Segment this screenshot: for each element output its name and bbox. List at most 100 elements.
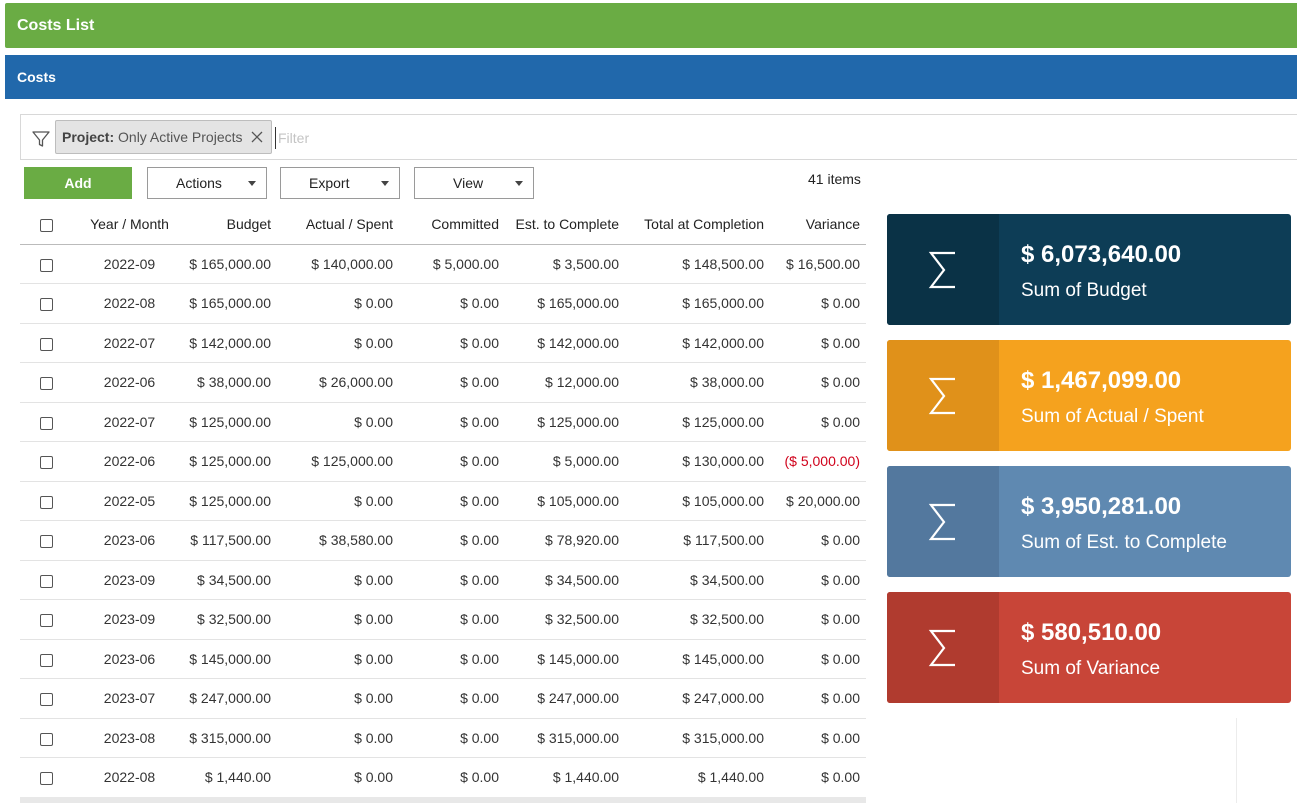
cell-committed: $ 0.00	[399, 323, 505, 363]
table-row[interactable]: 2022-05 $ 125,000.00 $ 0.00 $ 0.00 $ 105,000…	[20, 481, 866, 521]
cell-budget: $ 1,440.00	[187, 757, 277, 798]
actions-label: Actions	[176, 175, 222, 191]
row-select-cell	[20, 362, 72, 403]
table-scrollbar[interactable]	[20, 797, 866, 803]
column-header-est-to-complete[interactable]: Est. to Complete	[505, 205, 625, 245]
actions-dropdown[interactable]: Actions	[147, 167, 267, 199]
row-checkbox[interactable]	[39, 574, 53, 588]
cell-actual-spent: $ 0.00	[277, 402, 399, 442]
row-checkbox[interactable]	[39, 693, 53, 707]
section-title: Costs	[17, 69, 56, 85]
cell-committed: $ 0.00	[399, 757, 505, 798]
add-button[interactable]: Add	[24, 167, 132, 199]
row-select-cell	[20, 718, 72, 758]
costs-table: Year / Month Budget Actual / Spent Commi…	[20, 205, 866, 798]
table-row[interactable]: 2023-07 $ 247,000.00 $ 0.00 $ 0.00 $ 247,000…	[20, 678, 866, 719]
row-checkbox[interactable]	[39, 614, 53, 628]
filter-input[interactable]	[275, 127, 675, 149]
cell-budget: $ 145,000.00	[187, 639, 277, 679]
select-all-checkbox[interactable]	[39, 219, 53, 233]
cell-est-to-complete: $ 142,000.00	[505, 323, 625, 363]
table-row[interactable]: 2022-07 $ 125,000.00 $ 0.00 $ 0.00 $ 125,000…	[20, 402, 866, 442]
cell-actual-spent: $ 0.00	[277, 678, 399, 719]
export-label: Export	[309, 175, 350, 191]
sigma-icon	[928, 251, 955, 288]
row-checkbox[interactable]	[39, 495, 53, 509]
cell-variance: $ 20,000.00	[770, 481, 866, 521]
cell-variance: $ 0.00	[770, 678, 866, 719]
row-checkbox[interactable]	[39, 298, 53, 312]
row-select-cell	[20, 244, 72, 284]
column-header-variance[interactable]: Variance	[770, 205, 866, 245]
column-header-committed[interactable]: Committed	[399, 205, 505, 245]
row-checkbox[interactable]	[39, 258, 53, 272]
cell-year-month: 2023-06	[72, 639, 187, 679]
cell-committed: $ 0.00	[399, 599, 505, 640]
row-checkbox[interactable]	[39, 732, 53, 746]
cell-total-at-completion: $ 105,000.00	[625, 481, 770, 521]
cell-total-at-completion: $ 125,000.00	[625, 402, 770, 442]
row-select-cell	[20, 402, 72, 442]
export-dropdown[interactable]: Export	[280, 167, 400, 199]
row-checkbox[interactable]	[39, 416, 53, 430]
column-header-actual-spent[interactable]: Actual / Spent	[277, 205, 399, 245]
row-select-cell	[20, 757, 72, 798]
sigma-icon-box	[887, 214, 999, 325]
row-checkbox[interactable]	[39, 535, 53, 549]
cell-year-month: 2023-08	[72, 718, 187, 758]
cell-variance: $ 0.00	[770, 520, 866, 561]
cell-variance: $ 0.00	[770, 757, 866, 798]
cell-committed: $ 0.00	[399, 718, 505, 758]
cell-budget: $ 125,000.00	[187, 402, 277, 442]
column-header-total-at-completion[interactable]: Total at Completion	[625, 205, 770, 245]
cell-total-at-completion: $ 148,500.00	[625, 244, 770, 284]
cell-year-month: 2023-07	[72, 678, 187, 719]
table-row[interactable]: 2022-08 $ 1,440.00 $ 0.00 $ 0.00 $ 1,440.00 $…	[20, 757, 866, 798]
summary-card: $ 1,467,099.00 Sum of Actual / Spent	[887, 340, 1291, 451]
cell-est-to-complete: $ 125,000.00	[505, 402, 625, 442]
cell-year-month: 2022-08	[72, 757, 187, 798]
cell-est-to-complete: $ 3,500.00	[505, 244, 625, 284]
table-row[interactable]: 2023-08 $ 315,000.00 $ 0.00 $ 0.00 $ 315,000…	[20, 718, 866, 758]
cell-est-to-complete: $ 315,000.00	[505, 718, 625, 758]
caret-down-icon	[381, 181, 389, 186]
filter-icon[interactable]	[31, 129, 51, 149]
filter-chip-project[interactable]: Project: Only Active Projects	[55, 120, 272, 154]
summary-label: Sum of Actual / Spent	[1021, 406, 1204, 427]
table-row[interactable]: 2023-09 $ 34,500.00 $ 0.00 $ 0.00 $ 34,500.0…	[20, 560, 866, 600]
table-row[interactable]: 2022-08 $ 165,000.00 $ 0.00 $ 0.00 $ 165,000…	[20, 283, 866, 324]
close-icon[interactable]	[249, 129, 265, 145]
table-row[interactable]: 2022-06 $ 125,000.00 $ 125,000.00 $ 0.00 $ 5…	[20, 441, 866, 482]
table-row[interactable]: 2022-07 $ 142,000.00 $ 0.00 $ 0.00 $ 142,000…	[20, 323, 866, 363]
row-checkbox[interactable]	[39, 337, 53, 351]
cell-actual-spent: $ 0.00	[277, 718, 399, 758]
cell-actual-spent: $ 38,580.00	[277, 520, 399, 561]
summary-card: $ 6,073,640.00 Sum of Budget	[887, 214, 1291, 325]
table-row[interactable]: 2022-06 $ 38,000.00 $ 26,000.00 $ 0.00 $ 12,…	[20, 362, 866, 403]
filter-chip-key: Project:	[62, 129, 115, 145]
cell-committed: $ 0.00	[399, 362, 505, 403]
row-checkbox[interactable]	[39, 377, 53, 391]
cell-total-at-completion: $ 1,440.00	[625, 757, 770, 798]
table-row[interactable]: 2023-06 $ 117,500.00 $ 38,580.00 $ 0.00 $ 78…	[20, 520, 866, 561]
cell-variance: $ 0.00	[770, 639, 866, 679]
table-row[interactable]: 2023-09 $ 32,500.00 $ 0.00 $ 0.00 $ 32,500.0…	[20, 599, 866, 640]
table-row[interactable]: 2023-06 $ 145,000.00 $ 0.00 $ 0.00 $ 145,000…	[20, 639, 866, 679]
view-dropdown[interactable]: View	[414, 167, 534, 199]
table-row[interactable]: 2022-09 $ 165,000.00 $ 140,000.00 $ 5,000.0…	[20, 244, 866, 284]
row-checkbox[interactable]	[39, 772, 53, 786]
row-checkbox[interactable]	[39, 653, 53, 667]
table-header-row: Year / Month Budget Actual / Spent Commi…	[20, 205, 866, 245]
cell-budget: $ 315,000.00	[187, 718, 277, 758]
cell-budget: $ 165,000.00	[187, 244, 277, 284]
column-header-budget[interactable]: Budget	[187, 205, 277, 245]
sigma-icon	[928, 629, 955, 666]
row-checkbox[interactable]	[39, 456, 53, 470]
cell-est-to-complete: $ 78,920.00	[505, 520, 625, 561]
view-label: View	[453, 175, 484, 191]
cell-committed: $ 0.00	[399, 441, 505, 482]
row-select-cell	[20, 560, 72, 600]
cell-total-at-completion: $ 32,500.00	[625, 599, 770, 640]
summary-value: $ 580,510.00	[1021, 619, 1162, 646]
column-header-year-month[interactable]: Year / Month	[72, 205, 187, 245]
